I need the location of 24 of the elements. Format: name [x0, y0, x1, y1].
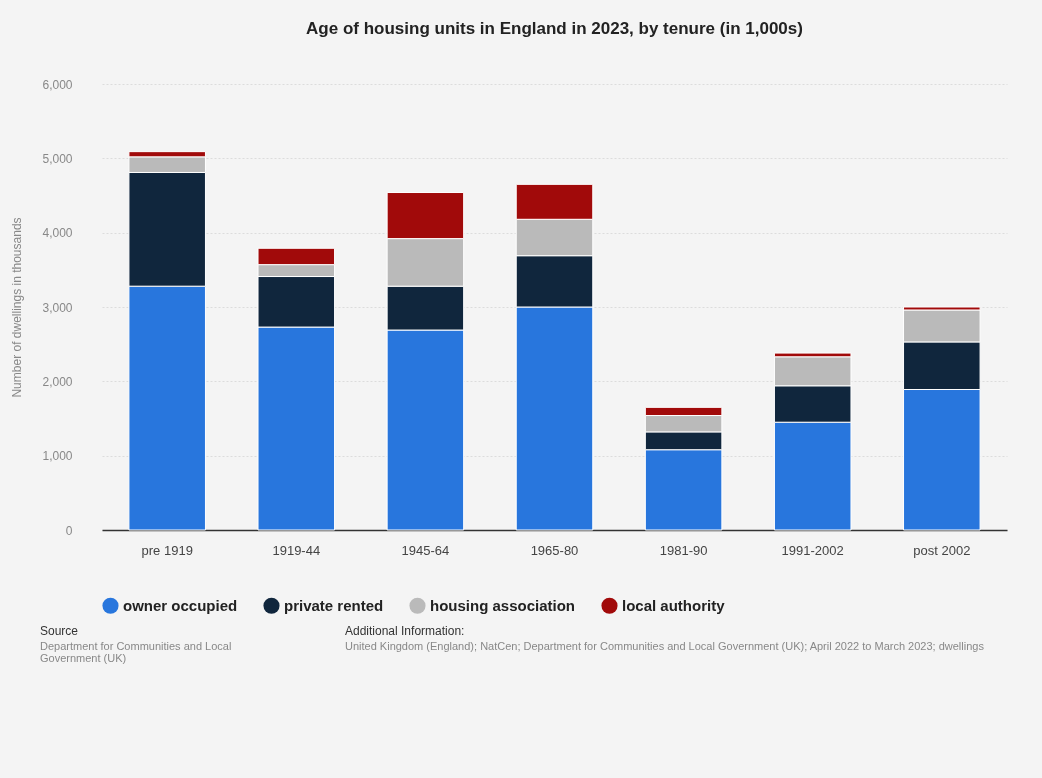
x-tick-label: pre 1919	[141, 542, 193, 558]
text: Additional Information:	[345, 624, 466, 638]
y-axis-title: Number of dwellings in thousands	[10, 217, 25, 398]
legend-label: local authority	[622, 596, 726, 614]
y-tick-label: 3,000	[42, 300, 73, 315]
x-tick-label: 1991-2002	[781, 542, 844, 558]
chart-title: Age of housing units in England in 2023, by tenure (in 1,000s)	[306, 19, 803, 38]
y-tick-label: 2,000	[42, 374, 73, 389]
y-tick-label: 4,000	[42, 226, 73, 241]
y-tick-label: 1,000	[42, 449, 73, 464]
text: United Kingdom (England); NatCen; Department for Communities and Local Government (UK); April 2022 to March 2023; dwellings	[345, 640, 985, 652]
y-tick-label: 6,000	[42, 77, 73, 92]
x-tick-label: 1945-64	[401, 542, 450, 558]
x-tick-label: 1981-90	[659, 542, 708, 558]
text: Department for Communities and Local Government (UK)	[40, 640, 233, 664]
x-tick-label: 1919-44	[272, 542, 321, 558]
y-tick-label: 0	[65, 523, 73, 538]
x-tick-label: post 2002	[913, 542, 971, 558]
legend-label: housing association	[430, 596, 576, 614]
x-tick-label: 1965-80	[530, 542, 579, 558]
legend-label: private rented	[284, 596, 384, 614]
y-tick-label: 5,000	[42, 151, 73, 166]
legend-label: owner occupied	[123, 596, 238, 614]
text: Source	[40, 624, 80, 638]
